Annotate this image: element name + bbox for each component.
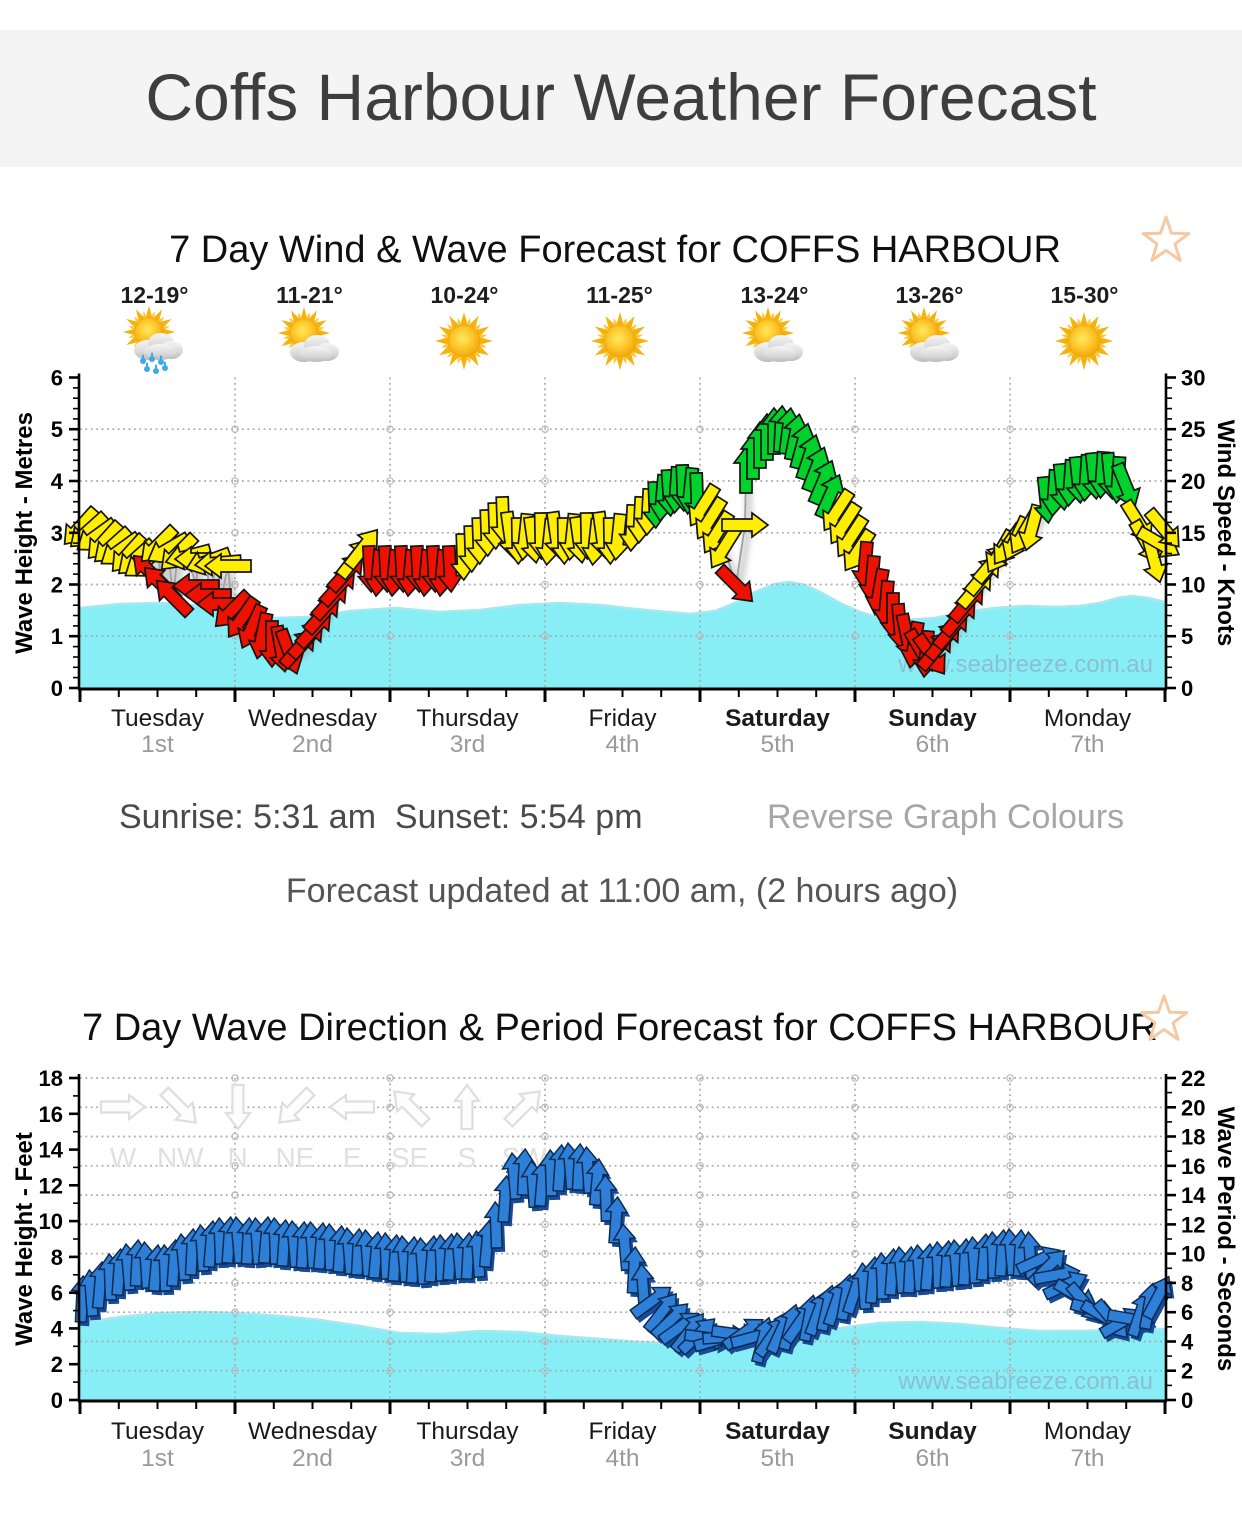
svg-text:NW: NW (157, 1142, 204, 1173)
svg-text:5: 5 (51, 417, 63, 442)
svg-text:12-19°: 12-19° (120, 282, 188, 308)
svg-text:3rd: 3rd (450, 1445, 485, 1472)
svg-text:3: 3 (51, 521, 63, 546)
svg-text:16: 16 (1181, 1154, 1205, 1179)
svg-text:1st: 1st (141, 1445, 174, 1472)
svg-text:11-25°: 11-25° (586, 282, 653, 308)
svg-text:Coffs Harbour Weather Forecast: Coffs Harbour Weather Forecast (145, 60, 1096, 134)
svg-text:Sunday: Sunday (888, 705, 977, 732)
svg-text:2nd: 2nd (292, 731, 333, 758)
svg-text:Saturday: Saturday (725, 705, 830, 732)
svg-text:25: 25 (1181, 417, 1205, 442)
svg-text:2: 2 (51, 1352, 63, 1377)
svg-text:2: 2 (1181, 1359, 1193, 1384)
svg-text:22: 22 (1181, 1066, 1205, 1091)
svg-text:6th: 6th (915, 1445, 949, 1472)
svg-text:Sunday: Sunday (888, 1418, 977, 1445)
svg-text:5th: 5th (760, 731, 794, 758)
svg-text:16: 16 (39, 1102, 63, 1127)
svg-text:Thursday: Thursday (416, 705, 519, 732)
svg-text:4: 4 (51, 1316, 64, 1341)
svg-text:12: 12 (1181, 1212, 1205, 1237)
svg-text:Wave Period - Seconds: Wave Period - Seconds (1212, 1107, 1239, 1372)
svg-text:8: 8 (51, 1245, 63, 1270)
svg-text:4: 4 (51, 469, 64, 494)
svg-text:18: 18 (39, 1066, 63, 1091)
svg-text:4th: 4th (605, 731, 639, 758)
svg-text:6: 6 (51, 366, 63, 391)
svg-text:7th: 7th (1070, 731, 1104, 758)
svg-text:E: E (343, 1142, 362, 1173)
svg-text:0: 0 (1181, 1388, 1193, 1413)
svg-text:4: 4 (1181, 1330, 1194, 1355)
svg-text:0: 0 (51, 676, 63, 701)
svg-text:6: 6 (51, 1281, 63, 1306)
svg-text:Wednesday: Wednesday (248, 1418, 378, 1445)
svg-text:S: S (457, 1142, 476, 1173)
svg-text:Friday: Friday (588, 705, 657, 732)
svg-text:6: 6 (1181, 1300, 1193, 1325)
svg-text:8: 8 (1181, 1271, 1193, 1296)
svg-text:NE: NE (275, 1142, 314, 1173)
svg-text:Wednesday: Wednesday (248, 705, 378, 732)
svg-text:3rd: 3rd (450, 731, 485, 758)
svg-text:30: 30 (1181, 366, 1205, 391)
svg-text:13-24°: 13-24° (740, 282, 808, 308)
svg-text:18: 18 (1181, 1125, 1205, 1150)
svg-text:Tuesday: Tuesday (111, 705, 205, 732)
svg-text:14: 14 (1181, 1183, 1206, 1208)
svg-text:Thursday: Thursday (416, 1418, 519, 1445)
svg-text:5: 5 (1181, 624, 1193, 649)
svg-text:11-21°: 11-21° (276, 282, 343, 308)
svg-text:0: 0 (51, 1388, 63, 1413)
svg-text:Wind Speed - Knots: Wind Speed - Knots (1212, 420, 1239, 646)
svg-text:13-26°: 13-26° (895, 282, 963, 308)
svg-text:Saturday: Saturday (725, 1418, 830, 1445)
svg-text:15-30°: 15-30° (1050, 282, 1118, 308)
svg-text:2nd: 2nd (292, 1445, 333, 1472)
svg-text:Reverse Graph Colours: Reverse Graph Colours (767, 798, 1124, 836)
svg-text:1st: 1st (141, 731, 174, 758)
svg-text:10: 10 (39, 1209, 63, 1234)
svg-text:Wave Height - Feet: Wave Height - Feet (11, 1132, 38, 1346)
svg-text:4th: 4th (605, 1445, 639, 1472)
svg-text:20: 20 (1181, 1095, 1205, 1120)
svg-text:14: 14 (39, 1138, 64, 1163)
svg-text:Sunrise: 5:31 am Sunset: 5:54: Sunrise: 5:31 am Sunset: 5:54 pm (119, 798, 643, 836)
svg-text:5th: 5th (760, 1445, 794, 1472)
svg-text:7th: 7th (1070, 1445, 1104, 1472)
svg-text:SE: SE (391, 1142, 428, 1173)
svg-text:N: N (227, 1142, 247, 1173)
svg-text:Friday: Friday (588, 1418, 657, 1445)
svg-text:6th: 6th (915, 731, 949, 758)
svg-text:www.seabreeze.com.au: www.seabreeze.com.au (897, 1368, 1153, 1395)
svg-text:20: 20 (1181, 469, 1205, 494)
svg-text:2: 2 (51, 573, 63, 598)
svg-text:12: 12 (39, 1173, 63, 1198)
svg-text:10: 10 (1181, 1242, 1205, 1267)
svg-text:Wave Height - Metres: Wave Height - Metres (11, 412, 38, 654)
svg-text:7 Day Wind & Wave Forecast for: 7 Day Wind & Wave Forecast for COFFS HAR… (169, 229, 1061, 271)
svg-text:Monday: Monday (1044, 705, 1132, 732)
svg-text:0: 0 (1181, 676, 1193, 701)
svg-text:7 Day Wave Direction & Period: 7 Day Wave Direction & Period Forecast f… (82, 1007, 1158, 1049)
svg-text:Monday: Monday (1044, 1418, 1132, 1445)
svg-text:Forecast updated at 11:00 am,: Forecast updated at 11:00 am, (2 hours a… (286, 872, 958, 910)
svg-text:10: 10 (1181, 573, 1205, 598)
svg-text:15: 15 (1181, 521, 1205, 546)
svg-text:1: 1 (51, 624, 63, 649)
svg-text:Tuesday: Tuesday (111, 1418, 205, 1445)
svg-text:W: W (110, 1142, 137, 1173)
svg-text:10-24°: 10-24° (430, 282, 498, 308)
